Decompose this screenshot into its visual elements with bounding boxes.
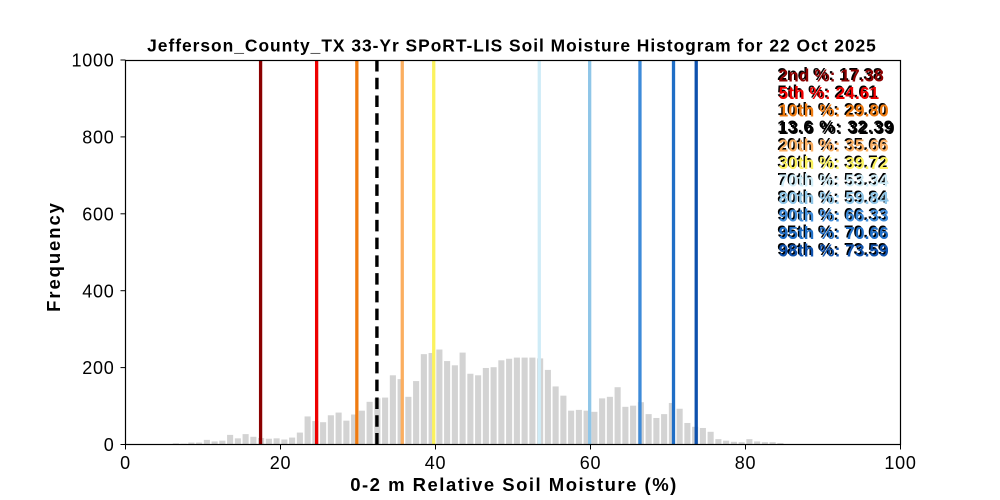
svg-text:200: 200: [82, 358, 114, 378]
svg-text:600: 600: [82, 204, 114, 224]
svg-text:95th %: 70.66: 95th %: 70.66: [777, 222, 887, 242]
svg-text:800: 800: [82, 128, 114, 148]
svg-text:0: 0: [120, 453, 131, 473]
svg-text:70th %: 53.34: 70th %: 53.34: [777, 169, 888, 189]
svg-text:400: 400: [82, 281, 114, 301]
svg-text:10th %: 29.80: 10th %: 29.80: [777, 99, 887, 119]
svg-text:70th %: 53.34: 70th %: 53.34: [779, 170, 890, 190]
svg-text:98th %: 73.59: 98th %: 73.59: [779, 241, 889, 261]
svg-text:30th %: 39.72: 30th %: 39.72: [779, 153, 889, 173]
svg-text:30th %: 39.72: 30th %: 39.72: [777, 152, 887, 172]
svg-text:5th %: 24.61: 5th %: 24.61: [777, 81, 878, 101]
svg-text:Frequency: Frequency: [43, 201, 64, 312]
svg-text:20th %: 35.66: 20th %: 35.66: [777, 134, 887, 154]
svg-text:80th %: 59.84: 80th %: 59.84: [777, 187, 888, 207]
svg-text:Jefferson_County_TX 33-Yr SPoR: Jefferson_County_TX 33-Yr SPoRT-LIS Soil…: [147, 35, 877, 55]
svg-text:2nd %: 17.38: 2nd %: 17.38: [779, 65, 885, 85]
svg-text:10th %: 29.80: 10th %: 29.80: [779, 100, 889, 120]
svg-text:100: 100: [884, 453, 916, 473]
svg-text:2nd %: 17.38: 2nd %: 17.38: [777, 64, 883, 84]
svg-text:60: 60: [580, 453, 602, 473]
svg-text:40: 40: [425, 453, 447, 473]
svg-text:80th %: 59.84: 80th %: 59.84: [779, 188, 890, 208]
svg-text:20th %: 35.66: 20th %: 35.66: [779, 135, 889, 155]
svg-text:13.6 %: 32.39: 13.6 %: 32.39: [779, 118, 896, 138]
svg-text:95th %: 70.66: 95th %: 70.66: [779, 223, 889, 243]
svg-text:80: 80: [735, 453, 757, 473]
svg-text:0: 0: [104, 435, 115, 455]
svg-text:13.6 %: 32.39: 13.6 %: 32.39: [777, 116, 894, 136]
svg-text:90th %: 66.33: 90th %: 66.33: [779, 206, 889, 226]
svg-text:5th %: 24.61: 5th %: 24.61: [779, 83, 880, 103]
svg-text:0-2 m Relative Soil Moisture (: 0-2 m Relative Soil Moisture (%): [350, 474, 678, 495]
svg-text:1000: 1000: [71, 51, 114, 71]
svg-text:20: 20: [270, 453, 292, 473]
svg-text:90th %: 66.33: 90th %: 66.33: [777, 204, 887, 224]
svg-text:98th %: 73.59: 98th %: 73.59: [777, 239, 887, 259]
